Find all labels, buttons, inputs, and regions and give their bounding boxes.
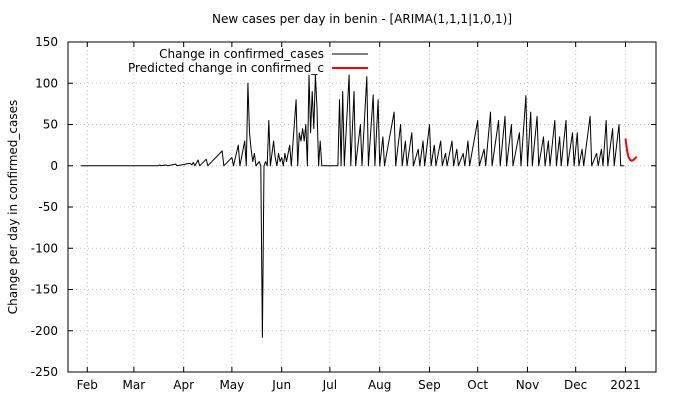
x-tick-label: 2021: [610, 378, 641, 392]
x-tick-label: Oct: [467, 378, 488, 392]
chart-title: New cases per day in benin - [ARIMA(1,1,…: [212, 12, 512, 26]
y-tick-label: -150: [31, 283, 58, 297]
y-axis-label: Change per day in confirmed_cases: [6, 100, 20, 315]
x-tick-label: Dec: [564, 378, 587, 392]
plot-frame: [67, 41, 657, 373]
x-tick-label: Nov: [516, 378, 539, 392]
series-lines: [80, 74, 638, 338]
x-tick-label: Mar: [123, 378, 146, 392]
x-tick-label: May: [219, 378, 244, 392]
x-tick-label: Sep: [418, 378, 441, 392]
y-tick-label: 150: [35, 35, 58, 49]
y-tick-label: -50: [38, 200, 58, 214]
legend-label: Change in confirmed_cases: [159, 47, 324, 61]
y-tick-label: -100: [31, 241, 58, 255]
y-tick-label: -200: [31, 324, 58, 338]
series-line-actual: [80, 74, 624, 338]
series-line-predicted: [624, 138, 638, 162]
y-tick-label: 100: [35, 76, 58, 90]
x-tick-label: Feb: [77, 378, 98, 392]
x-tick-label: Apr: [173, 378, 194, 392]
x-tick-label: Aug: [368, 378, 391, 392]
y-tick-label: -250: [31, 365, 58, 379]
axis-ticks: -250 -200 -150 -100 -50 0 50 100 150 Feb Mar Apr May…: [31, 35, 656, 392]
y-tick-label: 50: [43, 118, 58, 132]
x-tick-label: Jul: [322, 378, 337, 392]
y-tick-label: 0: [50, 159, 58, 173]
x-tick-label: Jun: [271, 378, 291, 392]
grid: [68, 42, 656, 372]
legend-label: Predicted change in confirmed_c: [128, 61, 324, 75]
